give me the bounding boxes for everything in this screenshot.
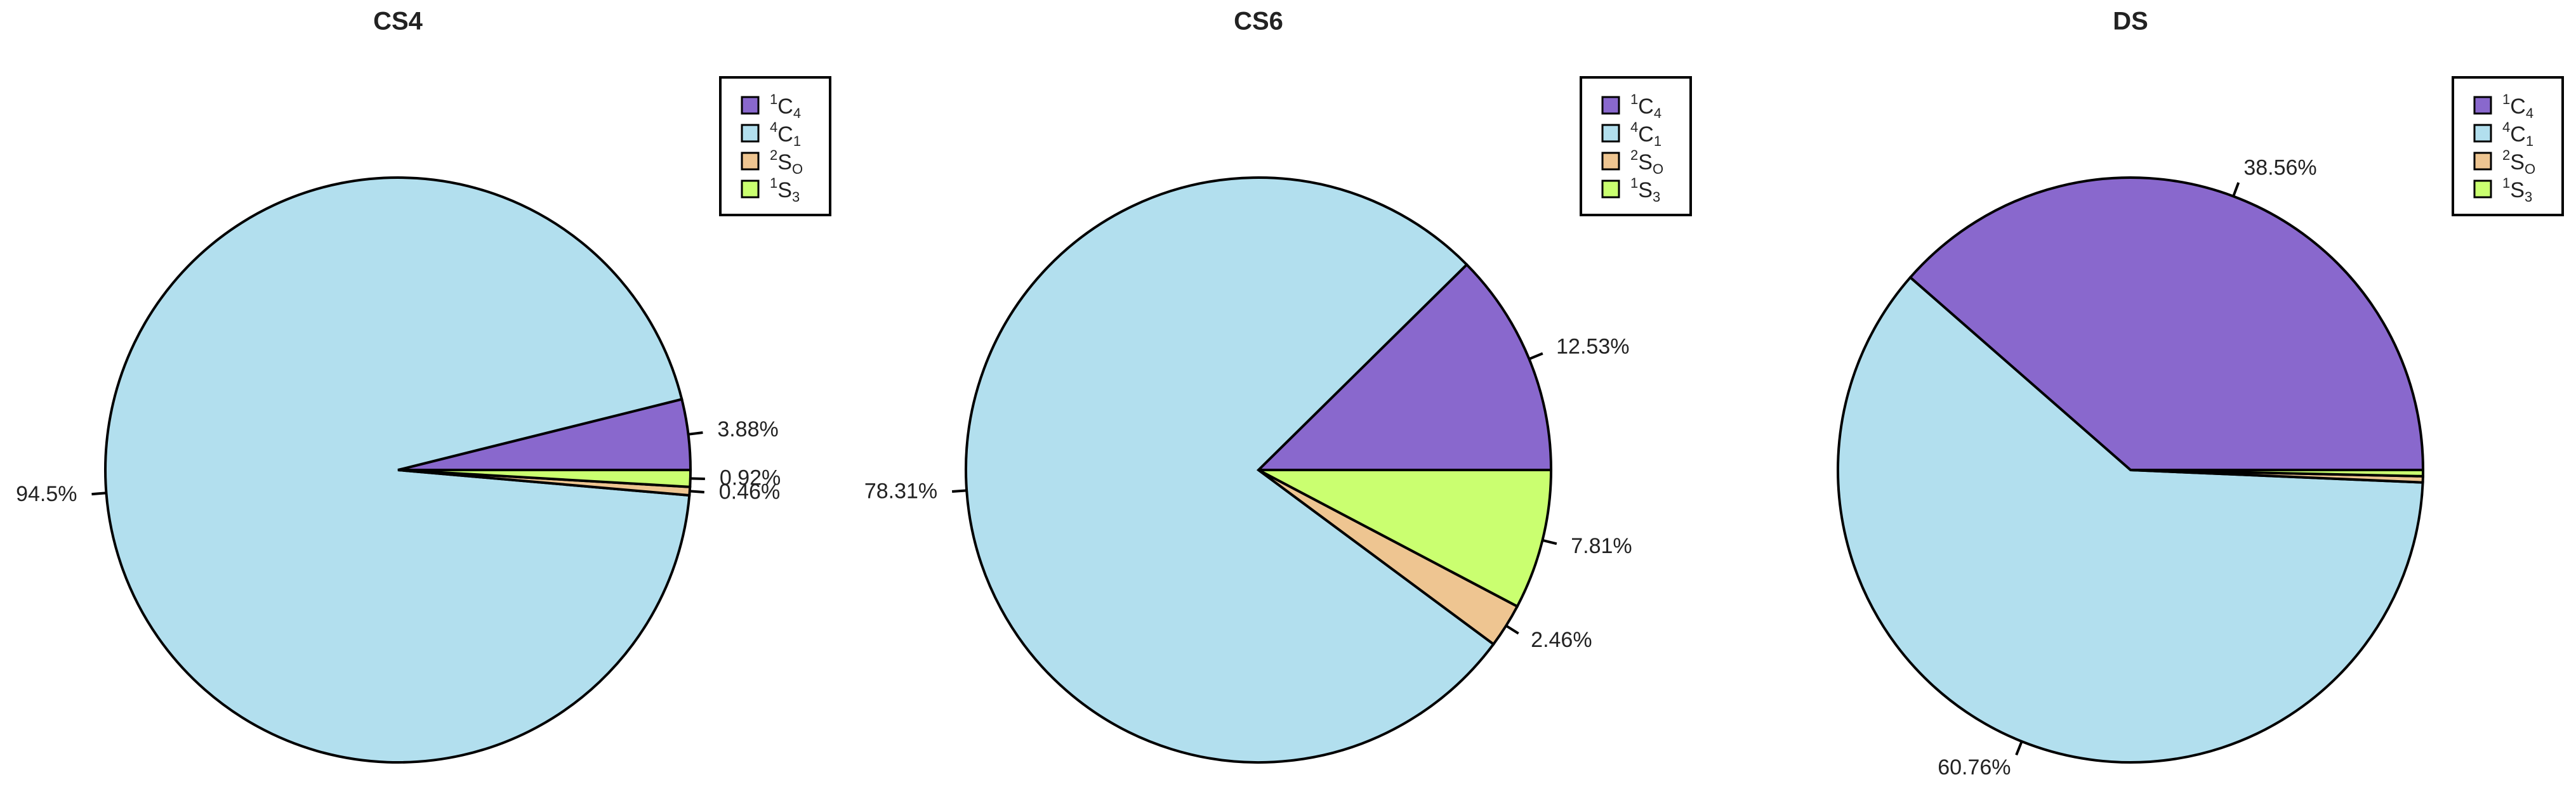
legend-swatch bbox=[741, 152, 760, 171]
slice-label: 60.76% bbox=[1938, 755, 2011, 779]
legend-base: S bbox=[1638, 178, 1653, 202]
pie-slice bbox=[1255, 263, 1553, 471]
slice-label: 3.88% bbox=[717, 417, 778, 441]
legend-base: S bbox=[2510, 150, 2525, 174]
legend-swatch bbox=[1601, 179, 1620, 199]
legend-label: 2SO bbox=[1630, 147, 1663, 177]
legend-box bbox=[719, 76, 831, 216]
legend-sub: 3 bbox=[2525, 189, 2532, 205]
legend-base: C bbox=[1638, 122, 1654, 147]
legend-label: 4C1 bbox=[770, 119, 801, 149]
chart-title: DS bbox=[2113, 8, 2148, 36]
legend-sub: 1 bbox=[2526, 133, 2533, 149]
legend-swatch bbox=[2473, 96, 2492, 115]
legend-swatch bbox=[2473, 124, 2492, 143]
legend-swatch bbox=[741, 96, 760, 115]
legend-label: 1C4 bbox=[2502, 91, 2533, 121]
legend-swatch bbox=[741, 124, 760, 143]
legend-label: 1C4 bbox=[770, 91, 801, 121]
legend-label: 1C4 bbox=[1630, 91, 1661, 121]
legend-sub: 4 bbox=[1654, 105, 1661, 121]
legend-swatch bbox=[1601, 124, 1620, 143]
label-tick bbox=[689, 490, 704, 494]
legend-sub: O bbox=[1653, 161, 1663, 177]
legend-sup: 2 bbox=[1630, 147, 1638, 163]
legend-sup: 2 bbox=[770, 147, 777, 163]
legend-sub: 4 bbox=[793, 105, 801, 121]
slice-label: 12.53% bbox=[1556, 335, 1629, 359]
legend-base: S bbox=[2510, 178, 2525, 202]
legend-base: C bbox=[2510, 122, 2526, 147]
legend-swatch bbox=[741, 179, 760, 199]
label-tick bbox=[1505, 624, 1519, 635]
label-tick bbox=[2015, 741, 2023, 756]
label-tick bbox=[690, 477, 705, 481]
legend-box bbox=[1580, 76, 1692, 216]
legend-swatch bbox=[1601, 152, 1620, 171]
label-tick bbox=[91, 492, 107, 496]
label-tick bbox=[952, 489, 967, 493]
legend-sub: 3 bbox=[1653, 189, 1660, 205]
legend-sub: 1 bbox=[1654, 133, 1661, 149]
pie-slice bbox=[1837, 275, 2424, 764]
legend-sub: 4 bbox=[2526, 105, 2533, 121]
chart-title: CS6 bbox=[1234, 8, 1283, 36]
legend-label: 1S3 bbox=[770, 175, 800, 205]
legend-sub: 1 bbox=[793, 133, 801, 149]
slice-label: 38.56% bbox=[2243, 155, 2316, 179]
legend-sup: 1 bbox=[1630, 91, 1638, 107]
slice-label: 94.5% bbox=[16, 482, 77, 506]
legend-sup: 1 bbox=[770, 91, 777, 107]
pie-slice bbox=[1258, 469, 1553, 608]
legend-sup: 1 bbox=[2502, 175, 2510, 191]
legend-sup: 1 bbox=[2502, 91, 2510, 107]
legend-sup: 1 bbox=[1630, 175, 1638, 191]
slice-label: 0.46% bbox=[719, 480, 780, 504]
pie-slice bbox=[1908, 176, 2425, 471]
legend-sub: O bbox=[792, 161, 803, 177]
label-tick bbox=[688, 431, 703, 436]
legend-base: S bbox=[777, 150, 792, 174]
legend-sup: 4 bbox=[1630, 119, 1638, 135]
legend-swatch bbox=[2473, 152, 2492, 171]
legend-sup: 4 bbox=[2502, 119, 2510, 135]
legend-label: 4C1 bbox=[1630, 119, 1661, 149]
legend-label: 1S3 bbox=[1630, 175, 1660, 205]
legend-sup: 2 bbox=[2502, 147, 2510, 163]
slice-label: 0.92% bbox=[720, 466, 781, 490]
legend-sup: 1 bbox=[770, 175, 777, 191]
legend-base: C bbox=[2510, 95, 2526, 119]
label-tick bbox=[1542, 538, 1557, 545]
legend-sub: 3 bbox=[792, 189, 800, 205]
legend-base: C bbox=[777, 95, 793, 119]
legend-base: C bbox=[1638, 95, 1654, 119]
label-tick bbox=[1528, 352, 1543, 360]
legend-sub: O bbox=[2525, 161, 2535, 177]
legend-base: S bbox=[777, 178, 792, 202]
slice-label: 78.31% bbox=[864, 479, 937, 504]
legend-label: 2SO bbox=[2502, 147, 2535, 177]
legend-label: 1S3 bbox=[2502, 175, 2532, 205]
legend-box bbox=[2452, 76, 2564, 216]
chart-title: CS4 bbox=[373, 8, 423, 36]
legend-swatch bbox=[1601, 96, 1620, 115]
legend-sup: 4 bbox=[770, 119, 777, 135]
slice-label: 7.81% bbox=[1571, 534, 1632, 558]
legend-label: 2SO bbox=[770, 147, 803, 177]
label-tick bbox=[2232, 182, 2240, 197]
legend-base: S bbox=[1638, 150, 1653, 174]
legend-label: 4C1 bbox=[2502, 119, 2533, 149]
legend-swatch bbox=[2473, 179, 2492, 199]
pie-slice bbox=[2130, 469, 2425, 478]
legend-base: C bbox=[777, 122, 793, 147]
slice-label: 2.46% bbox=[1531, 628, 1592, 652]
